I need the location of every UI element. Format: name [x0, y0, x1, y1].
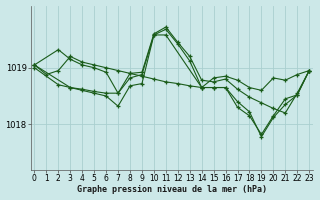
X-axis label: Graphe pression niveau de la mer (hPa): Graphe pression niveau de la mer (hPa)	[77, 185, 267, 194]
